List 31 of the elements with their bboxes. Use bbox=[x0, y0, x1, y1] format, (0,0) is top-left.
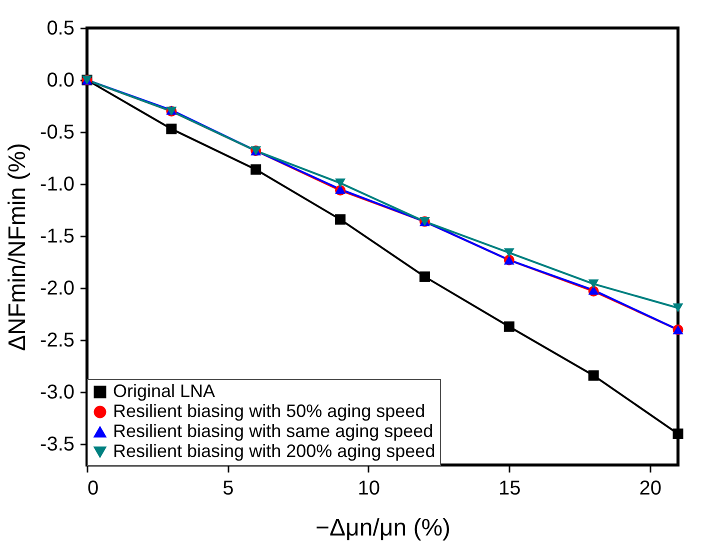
x-tick-label: 10 bbox=[358, 478, 380, 500]
point bbox=[672, 428, 684, 440]
x-tick-label: 0 bbox=[88, 478, 99, 500]
y-tick-label: -2.5 bbox=[40, 330, 74, 352]
y-tick-label: 0.5 bbox=[46, 18, 74, 40]
point bbox=[588, 279, 599, 288]
x-axis-title: −Δμn/μn (%) bbox=[315, 514, 451, 542]
y-axis-title: ΔNFmin/NFmin (%) bbox=[4, 142, 32, 352]
legend-label: Resilient biasing with 200% aging speed bbox=[113, 441, 436, 461]
point bbox=[588, 370, 599, 381]
legend-label: Resilient biasing with same aging speed bbox=[113, 421, 434, 441]
point bbox=[250, 164, 262, 175]
y-tick-label: -0.5 bbox=[40, 122, 74, 144]
point bbox=[335, 214, 346, 225]
point bbox=[504, 321, 514, 332]
point bbox=[335, 178, 346, 188]
point bbox=[419, 271, 430, 282]
y-tick-label: -1.0 bbox=[40, 174, 74, 196]
point bbox=[504, 248, 514, 258]
y-tick-label: 0.0 bbox=[46, 70, 74, 92]
y-tick-label: -3.0 bbox=[40, 382, 74, 404]
legend-label: Original LNA bbox=[113, 381, 216, 401]
x-tick-label: 5 bbox=[222, 478, 234, 500]
legend-label: Resilient biasing with 50% aging speed bbox=[113, 401, 426, 421]
y-tick-label: -3.5 bbox=[40, 434, 74, 456]
y-tick-label: -2.0 bbox=[40, 278, 74, 300]
point bbox=[166, 124, 177, 134]
x-tick-label: 20 bbox=[639, 478, 662, 500]
x-tick-label: 15 bbox=[498, 478, 521, 500]
point bbox=[672, 303, 684, 312]
y-tick-label: -1.5 bbox=[40, 226, 74, 248]
